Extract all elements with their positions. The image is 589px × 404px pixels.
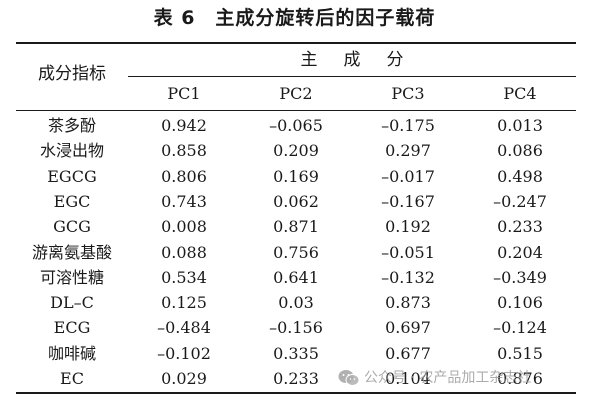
table-cell: –0.156 (269, 318, 323, 338)
table-cell: 0.088 (161, 242, 207, 262)
row-label: DL–C (50, 293, 94, 313)
row-label: EGCG (47, 166, 97, 186)
table-cell: 0.233 (497, 217, 543, 237)
table-cell: 0.871 (273, 217, 319, 237)
table-cell: 0.03 (278, 293, 314, 313)
table-cell: 0.204 (497, 242, 543, 262)
column-header-pc2: PC2 (279, 84, 313, 103)
watermark-text: 公众号 · 农产品加工杂志社 (364, 370, 532, 386)
table-cell: –0.132 (381, 267, 435, 287)
table-title: 表 6 主成分旋转后的因子载荷 (153, 7, 436, 29)
table-cell: –0.349 (493, 267, 547, 287)
table-cell: 0.192 (385, 217, 431, 237)
table-cell: 0.641 (273, 267, 319, 287)
table-bottom-rule (16, 392, 576, 394)
row-label: 水浸出物 (39, 141, 104, 161)
table-cell: 0.013 (497, 116, 543, 135)
wechat-icon (338, 369, 360, 387)
table-cell: 0.086 (497, 141, 543, 161)
column-header-pc1: PC1 (167, 84, 201, 103)
table-cell: 0.806 (161, 166, 207, 186)
table-cell: 0.858 (161, 141, 207, 161)
row-label: 可溶性糖 (39, 267, 104, 287)
row-label: EC (60, 369, 84, 388)
table-header-rule (16, 110, 576, 111)
table-cell: 0.125 (161, 293, 207, 313)
table-cell: 0.169 (273, 166, 319, 186)
table-cell: –0.102 (157, 343, 211, 363)
column-header-pc4: PC4 (503, 84, 537, 103)
table-cell: 0.335 (273, 343, 319, 363)
table-cell: –0.051 (381, 242, 435, 262)
table-cell: 0.876 (497, 369, 543, 388)
table-cell: –0.124 (493, 318, 547, 338)
table-cell: 0.209 (273, 141, 319, 161)
table-cell: –0.065 (269, 116, 323, 135)
row-label: 茶多酚 (47, 116, 96, 135)
table-cell: –0.175 (381, 116, 435, 135)
table-cell: –0.017 (381, 166, 435, 186)
watermark: 公众号 · 农产品加工杂志社 (338, 368, 531, 388)
table-cell: 0.106 (497, 293, 543, 313)
table-top-rule (16, 42, 576, 44)
table-cell: 0.534 (161, 267, 207, 287)
row-label: 咖啡碱 (47, 343, 96, 363)
table-cell: 0.062 (273, 191, 319, 211)
row-label: GCG (53, 217, 91, 237)
table-cell: –0.167 (381, 191, 435, 211)
column-header-pc3: PC3 (391, 84, 425, 103)
table-cell: 0.029 (161, 369, 207, 388)
table-cell: 0.008 (161, 217, 207, 237)
row-label: ECG (53, 318, 91, 338)
table-cell: 0.297 (385, 141, 431, 161)
table-cell: –0.247 (493, 191, 547, 211)
table-cell: 0.873 (385, 293, 431, 313)
table-cell: 0.743 (161, 191, 207, 211)
group-header-rule (128, 76, 576, 77)
table-cell: 0.233 (273, 369, 319, 388)
table-cell: 0.104 (385, 369, 431, 388)
table-cell: 0.942 (161, 116, 207, 135)
row-label: EGC (53, 191, 91, 211)
table-cell: 0.756 (273, 242, 319, 262)
table-cell: –0.484 (157, 318, 211, 338)
table-cell: 0.515 (497, 343, 543, 363)
table-cell: 0.677 (385, 343, 431, 363)
row-header-label: 成分指标 (38, 64, 106, 84)
table-cell: 0.498 (497, 166, 543, 186)
row-label: 游离氨基酸 (31, 242, 112, 262)
group-header-label: 主成分 (300, 50, 430, 70)
table-cell: 0.697 (385, 318, 431, 338)
